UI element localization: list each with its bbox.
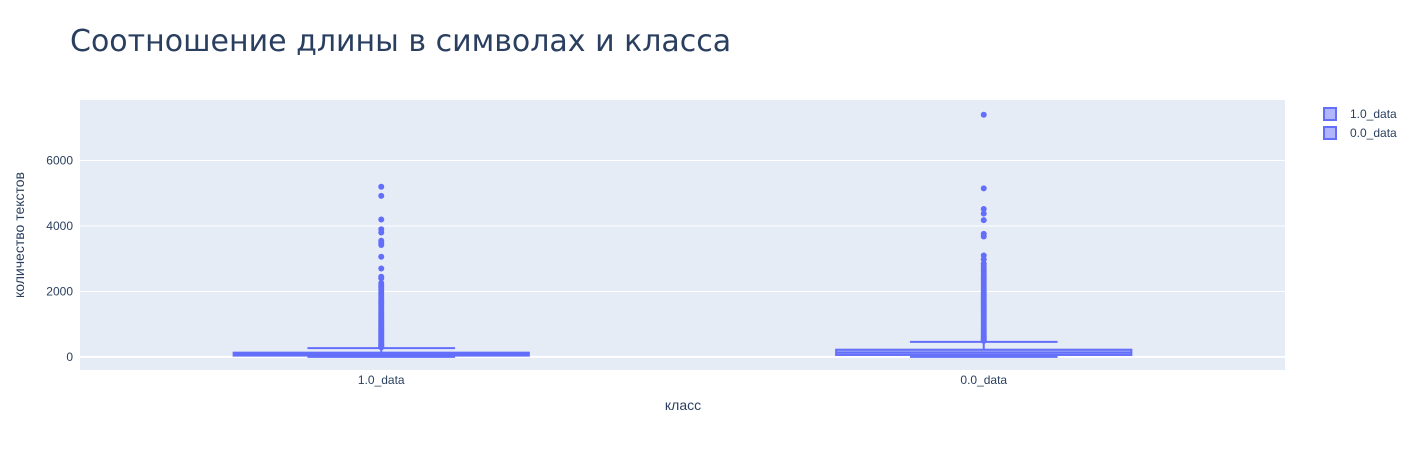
x-axis-title: класс — [665, 397, 701, 413]
outlier-point — [378, 275, 385, 282]
y-tick-label: 4000 — [46, 219, 73, 233]
gridlines — [80, 160, 1285, 358]
plot-area — [80, 100, 1285, 370]
y-axis-title: количество текстов — [11, 172, 27, 298]
outlier-point — [378, 253, 385, 260]
legend: 1.0_data 0.0_data — [1323, 107, 1397, 140]
x-tick-label: 1.0_data — [358, 373, 405, 387]
outlier-point — [378, 344, 385, 351]
outlier-point — [980, 205, 987, 212]
y-tick-label: 6000 — [46, 154, 73, 168]
legend-label: 1.0_data — [1350, 107, 1397, 121]
legend-swatch — [1323, 126, 1337, 140]
box-trace — [835, 111, 1133, 358]
outlier-point — [378, 265, 385, 272]
legend-swatch — [1323, 107, 1337, 121]
outlier-point — [980, 256, 987, 263]
y-tick-label: 0 — [66, 350, 73, 364]
x-tick-label: 0.0_data — [960, 373, 1007, 387]
box-traces — [232, 111, 1133, 358]
box-trace — [232, 183, 530, 358]
outlier-point — [378, 216, 385, 223]
outlier-point — [980, 111, 987, 118]
outlier-point — [980, 210, 987, 217]
y-axis-ticks: 0 2000 4000 6000 — [46, 154, 73, 364]
outlier-point — [980, 185, 987, 192]
outlier-point — [378, 192, 385, 199]
outlier-point — [980, 337, 987, 344]
outlier-point — [378, 183, 385, 190]
x-axis-ticks: 1.0_data 0.0_data — [358, 373, 1008, 387]
y-tick-label: 2000 — [46, 284, 73, 298]
outlier-point — [980, 233, 987, 240]
legend-label: 0.0_data — [1350, 126, 1397, 140]
outlier-point — [980, 217, 987, 224]
outlier-point — [378, 241, 385, 248]
outlier-point — [378, 229, 385, 236]
chart-title: Соотношение длины в символах и класса — [70, 24, 731, 59]
